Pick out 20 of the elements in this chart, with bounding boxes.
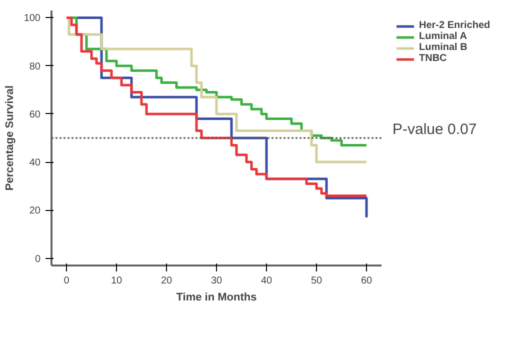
y-tick-label: 80 [29, 61, 41, 72]
y-tick-label: 0 [34, 254, 41, 265]
x-tick-label: 20 [160, 276, 172, 286]
x-tick-label: 40 [260, 276, 272, 286]
ref-line-label: P-value 0.07 [392, 121, 477, 138]
x-tick-label: 0 [64, 276, 70, 286]
x-tick-label: 50 [310, 276, 322, 286]
y-tick-label: 20 [29, 206, 41, 217]
x-tick-label: 10 [110, 276, 122, 286]
x-tick-label: 60 [360, 276, 372, 286]
legend-label: TNBC [419, 53, 447, 64]
x-tick-label: 30 [210, 276, 222, 286]
y-tick-label: 100 [24, 13, 41, 24]
x-axis-title: Time in Months [176, 292, 257, 304]
legend-label: Her-2 Enriched [419, 20, 490, 31]
y-tick-label: 60 [29, 109, 41, 120]
y-axis-title: Percentage Survival [4, 85, 16, 191]
y-tick-label: 40 [29, 158, 41, 169]
legend-label: Luminal B [419, 42, 468, 53]
legend-label: Luminal A [419, 31, 467, 42]
